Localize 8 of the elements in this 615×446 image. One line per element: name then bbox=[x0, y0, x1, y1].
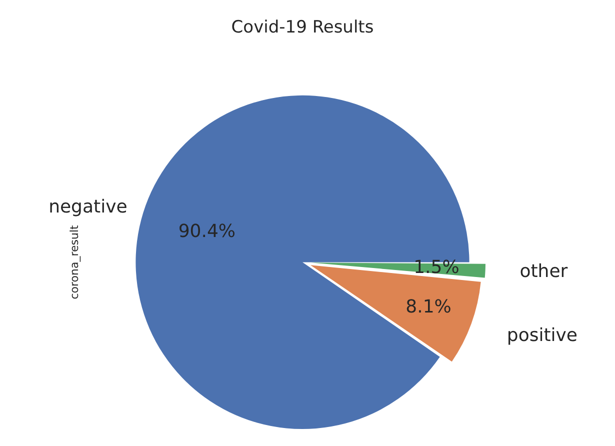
slice-label: negative bbox=[48, 196, 128, 218]
chart-title: Covid-19 Results bbox=[231, 18, 374, 38]
data-label: 8.1% bbox=[406, 296, 452, 318]
slice-label: positive bbox=[506, 325, 578, 346]
data-label: 90.4% bbox=[178, 221, 236, 242]
data-label: 1.5% bbox=[414, 257, 460, 278]
text: corona_result bbox=[68, 224, 81, 300]
slice-label: other bbox=[520, 261, 568, 282]
